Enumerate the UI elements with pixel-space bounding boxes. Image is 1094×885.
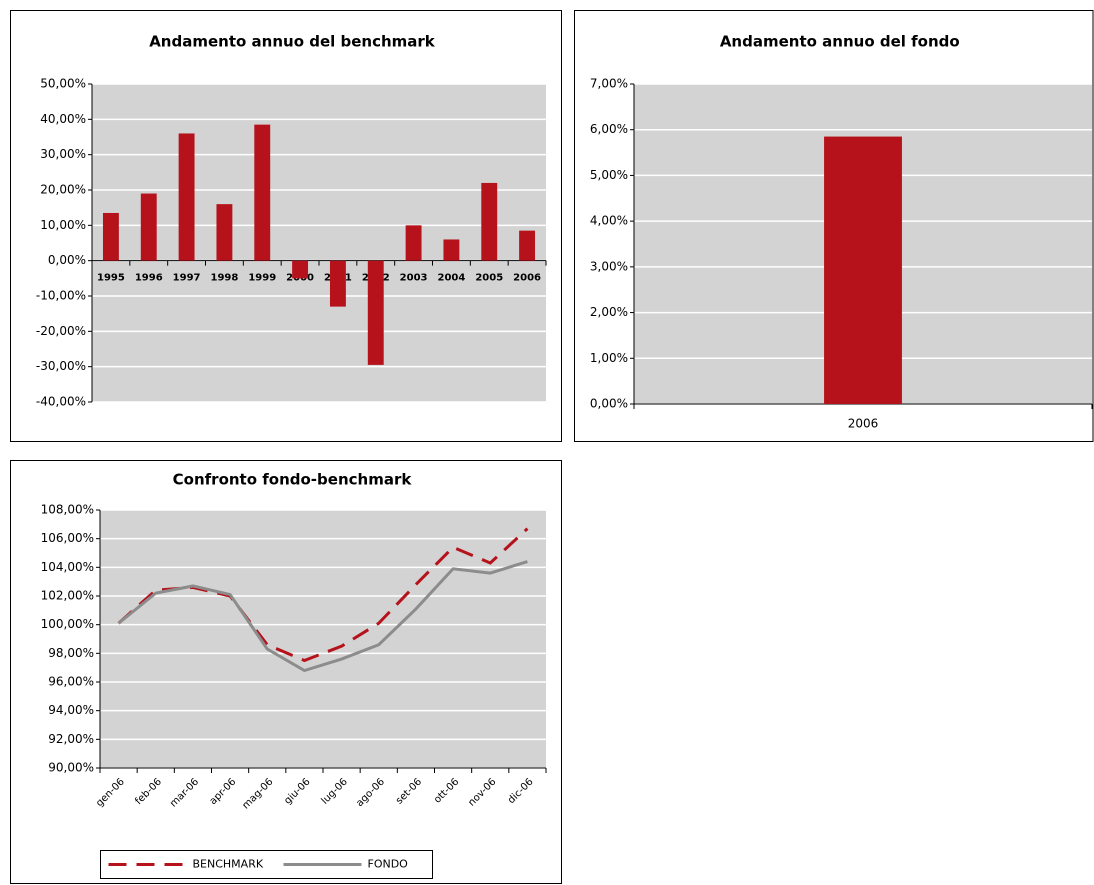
y-tick-label: 0,00%	[590, 397, 628, 411]
bar	[481, 182, 498, 261]
y-tick-label: 6,00%	[590, 122, 628, 136]
y-tick-label: 3,00%	[590, 259, 628, 273]
bar	[102, 212, 119, 261]
y-tick-label: 2,00%	[590, 305, 628, 319]
y-tick-label: 50,00%	[40, 77, 86, 91]
bar	[367, 260, 384, 365]
y-tick-label: -30,00%	[36, 359, 86, 373]
y-tick-label: 5,00%	[590, 168, 628, 182]
y-tick-label: -10,00%	[36, 289, 86, 303]
plot-area	[100, 510, 546, 768]
bar	[329, 260, 346, 307]
plot-area	[92, 84, 546, 402]
legend-label: FONDO	[368, 858, 409, 871]
line-series	[117, 560, 528, 673]
y-tick-label: 98,00%	[48, 646, 94, 660]
y-tick-label: 100,00%	[41, 617, 94, 631]
y-tick-label: 104,00%	[41, 560, 94, 574]
y-tick-label: 94,00%	[48, 703, 94, 717]
bar	[292, 260, 309, 279]
y-tick-label: 96,00%	[48, 675, 94, 689]
y-tick-label: -20,00%	[36, 324, 86, 338]
x-tick-label: 2005	[475, 273, 503, 284]
y-tick-label: 106,00%	[41, 531, 94, 545]
chart-title: Andamento annuo del benchmark	[149, 33, 436, 51]
y-tick-label: 90,00%	[48, 761, 94, 775]
y-tick-label: 20,00%	[40, 183, 86, 197]
bar	[254, 124, 271, 261]
y-tick-label: 7,00%	[590, 77, 628, 91]
y-tick-label: -40,00%	[36, 395, 86, 409]
bar	[443, 239, 460, 261]
x-tick-label: 1995	[97, 273, 125, 284]
legend-label: BENCHMARK	[193, 858, 264, 871]
x-tick-label: 2006	[513, 273, 541, 284]
chart-title: Andamento annuo del fondo	[720, 33, 960, 51]
y-tick-label: 30,00%	[40, 147, 86, 161]
y-tick-label: 92,00%	[48, 732, 94, 746]
y-tick-label: 108,00%	[41, 503, 94, 517]
x-tick-label: 1997	[173, 273, 201, 284]
bar	[824, 136, 902, 405]
bar	[178, 133, 195, 261]
x-tick-label: 2003	[400, 273, 428, 284]
x-tick-label: 1998	[210, 273, 238, 284]
x-tick-label: 1999	[248, 273, 276, 284]
chart-title: Confronto fondo-benchmark	[173, 471, 413, 489]
y-tick-label: 40,00%	[40, 112, 86, 126]
y-tick-label: 10,00%	[40, 218, 86, 232]
bar	[519, 230, 536, 261]
y-tick-label: 102,00%	[41, 589, 94, 603]
x-tick-label: 2006	[848, 417, 879, 431]
x-tick-label: 2004	[437, 273, 465, 284]
y-tick-label: 0,00%	[48, 253, 86, 267]
x-tick-label: 1996	[135, 273, 163, 284]
y-tick-label: 4,00%	[590, 214, 628, 228]
bar	[405, 225, 422, 261]
line-series	[117, 527, 529, 663]
bar	[140, 193, 157, 261]
y-tick-label: 1,00%	[590, 351, 628, 365]
bar	[216, 204, 233, 261]
legend-box	[100, 850, 433, 879]
